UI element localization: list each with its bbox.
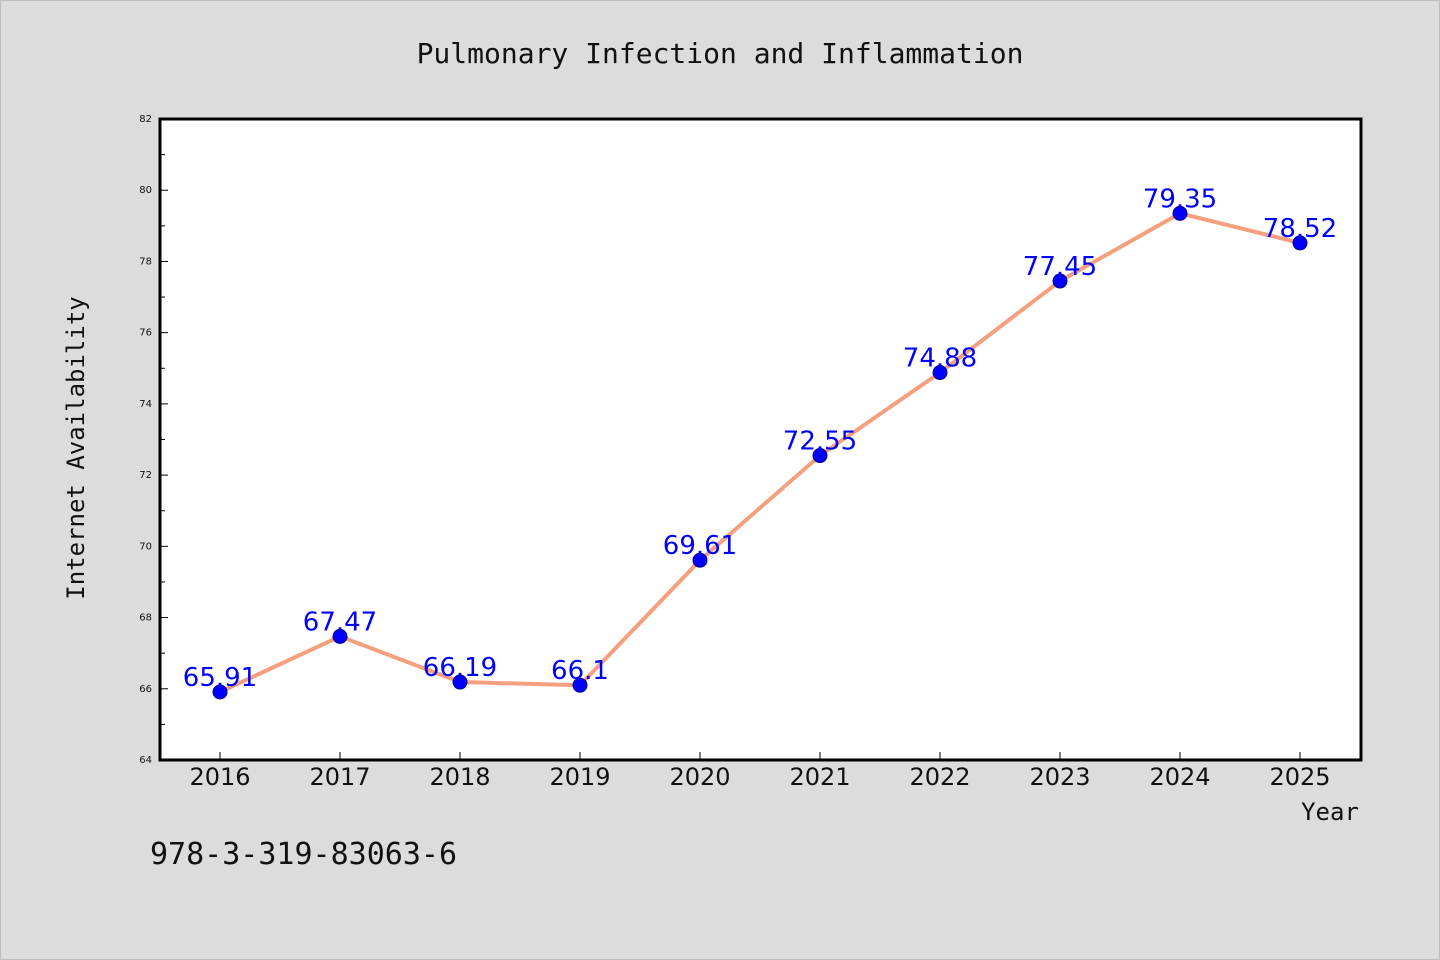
data-point-2021 — [812, 448, 828, 464]
y-tick-label: 66 — [139, 684, 152, 695]
x-tick-label: 2019 — [549, 763, 610, 791]
data-label-2018: 66.19 — [423, 653, 497, 683]
data-point-2024 — [1172, 205, 1188, 221]
x-tick-label: 2025 — [1269, 763, 1330, 791]
data-point-2022 — [932, 365, 948, 381]
y-tick-label: 74 — [139, 399, 152, 410]
data-point-2016 — [212, 684, 228, 700]
data-label-2022: 74.88 — [903, 344, 977, 374]
series-markers — [212, 205, 1308, 700]
data-point-2023 — [1052, 273, 1068, 289]
data-label-2023: 77.45 — [1023, 252, 1097, 282]
data-labels: 65.91 67.47 66.19 66.1 69.61 72.55 74.88 77.45 7… — [183, 184, 1337, 693]
y-tick-label: 70 — [139, 541, 152, 552]
y-tick-label: 82 — [139, 114, 152, 125]
x-tick-label: 2021 — [789, 763, 850, 791]
series-line — [219, 211, 1301, 694]
x-tick-label: 2023 — [1029, 763, 1090, 791]
y-axis: 64 66 68 70 72 74 76 78 80 82 — [139, 114, 168, 766]
x-tick-label: 2022 — [909, 763, 970, 791]
x-axis-label: Year — [1301, 798, 1359, 826]
x-tick-label: 2017 — [309, 763, 370, 791]
data-label-2016: 65.91 — [183, 663, 257, 693]
y-tick-label: 80 — [139, 185, 152, 196]
x-tick-label: 2020 — [669, 763, 730, 791]
data-label-2024: 79.35 — [1143, 184, 1217, 214]
x-tick-label: 2018 — [429, 763, 490, 791]
data-label-2025: 78.52 — [1263, 214, 1337, 244]
y-tick-label: 68 — [139, 613, 152, 624]
data-label-2019: 66.1 — [551, 656, 609, 686]
chart-title: Pulmonary Infection and Inflammation — [417, 37, 1024, 70]
y-tick-label: 78 — [139, 256, 152, 267]
y-tick-label: 64 — [139, 755, 152, 766]
data-label-2020: 69.61 — [663, 531, 737, 561]
data-point-2018 — [452, 674, 468, 690]
isbn-text: 978-3-319-83063-6 — [150, 837, 457, 872]
data-point-2020 — [692, 552, 708, 568]
data-point-2017 — [332, 628, 348, 644]
x-axis: 2016 2017 2018 2019 2020 2021 2022 2023 2024 2025 — [189, 752, 1331, 791]
data-point-2019 — [572, 677, 588, 693]
data-label-2017: 67.47 — [303, 607, 377, 637]
data-label-2021: 72.55 — [783, 427, 857, 457]
x-tick-label: 2024 — [1149, 763, 1210, 791]
data-point-2025 — [1292, 235, 1308, 251]
y-tick-label: 76 — [139, 328, 152, 339]
x-tick-label: 2016 — [189, 763, 250, 791]
y-tick-label: 72 — [139, 470, 152, 481]
y-axis-label: Internet Availability — [62, 296, 90, 599]
